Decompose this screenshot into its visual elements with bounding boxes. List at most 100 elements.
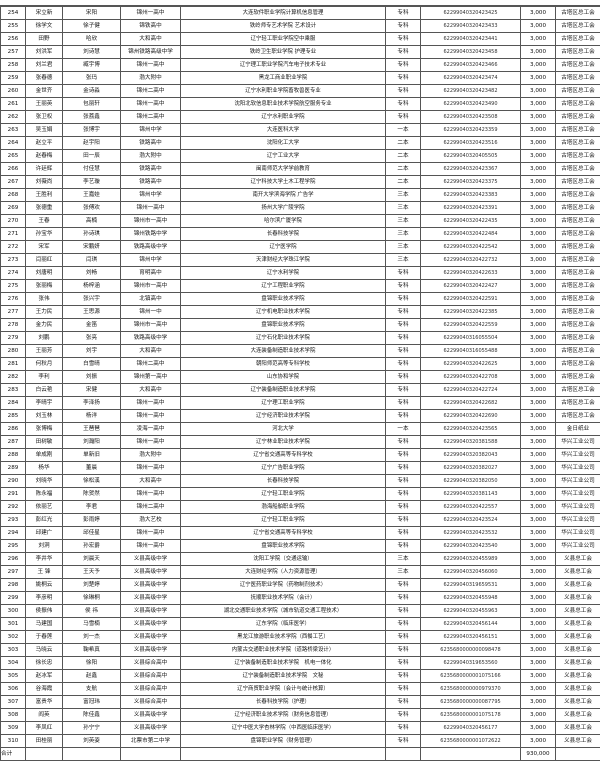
table-row: 289 杨华 董晨 锦州一高中 辽宁广告职业学院 专科 62299040320382027 3… [0,461,600,475]
cell-university-major: 大连财经学院（人力资源管理） [180,565,386,579]
cell-name: 张卫权 [25,110,63,124]
cell-account: 62299040320423458 [420,45,521,59]
cell-high-school: 义县高级中学 [120,708,181,722]
table-row: 294 邱建广 邱佳星 锦州一高中 辽宁省交通高等专科学校 专科 6229904032042… [0,526,600,540]
cell-level: 三本 [385,552,421,566]
cell-parent: 刘英姿 [62,734,121,748]
cell-name: 赵春梅 [25,149,63,163]
cell-name: 刘薇尚 [25,175,63,189]
cell-name: 刘晓华 [25,474,63,488]
cell-account: 62299040320423391 [420,201,521,215]
cell-high-school: 义县高级中学 [120,578,181,592]
cell-high-school: 大和高中 [120,383,181,397]
cell-parent: 刘一杰 [62,630,121,644]
cell-high-school: 义县综合高中 [120,669,181,683]
cell-parent: 孙宏爵 [62,539,121,553]
cell-high-school: 义县综合高中 [120,682,181,696]
cell-name: 刘洪军 [25,45,63,59]
cell-name: 孙宝华 [25,227,63,241]
cell-university-major: 沈阳工学院（交通运输） [180,552,386,566]
cell-union: 古塔区总工会 [555,344,600,358]
cell-no: 265 [0,149,26,163]
cell-no: 304 [0,656,26,670]
cell-amount: 3,000 [520,19,556,33]
cell-level: 专科 [385,487,421,501]
cell-high-school: 锦州市一高中 [120,279,181,293]
cell-no: 301 [0,617,26,631]
cell-amount: 3,000 [520,448,556,462]
cell-university-major: 大连医科大学 [180,123,386,137]
table-row: 301 马建国 马雪楠 义县高级中学 辽东学院（临床医学） 专科 6229904032045… [0,617,600,631]
cell-no: 268 [0,188,26,202]
cell-level: 专科 [385,734,421,748]
cell-no: 254 [0,6,26,20]
cell-university-major: 辽宁中医大学杏林学院（中西医临床医学） [180,721,386,735]
cell-account: 62299040320422625 [420,357,521,371]
cell-level: 三本 [385,227,421,241]
table-row: 254 宋立新 宋阳 锦州一高中 大连软件职业学院计算机信息管理 专科 6229904032… [0,6,600,20]
cell-account: 62299040320423359 [420,123,521,137]
cell-level: 专科 [385,292,421,306]
cell-union: 义县总工会 [555,578,600,592]
cell-university-major: 辽宁工程职业学院 [180,279,386,293]
cell-account: 62299040320423516 [420,136,521,150]
cell-account: 62299040320423524 [420,513,521,527]
cell-high-school: 锦州铁路高级中学 [120,45,181,59]
cell-account: 62299040320423375 [420,175,521,189]
table-row: 260 金世齐 金诗淼 锦州二高中 辽宁水利职业学院畜牧兽医专业 专科 6229904032… [0,84,600,98]
cell-account: 62299040320422385 [420,305,521,319]
cell-parent: 田一辰 [62,149,121,163]
cell-union: 古塔区总工会 [555,110,600,124]
cell-account: 62299040320423482 [420,84,521,98]
cell-university-major: 辽宁轻工职业学院空中乘服 [180,32,386,46]
cell-parent: 宋健 [62,383,121,397]
cell-university-major: 黑龙工商业职业学院 [180,71,386,85]
cell-name: 金力民 [25,318,63,332]
cell-amount: 3,000 [520,84,556,98]
cell-university-major: 长春科技学院 [180,227,386,241]
table-row: 296 李井华 刘晨天 义县高级中学 沈阳工学院（交通运输） 三本 622990403204… [0,552,600,566]
cell-university-major: 辽宁医药职业学院（药物制剂技术） [180,578,386,592]
cell-level: 专科 [385,19,421,33]
cell-parent: 宋阳 [62,6,121,20]
cell-name: 王春 [25,214,63,228]
cell-account: 62299040320456144 [420,617,521,631]
cell-university-major: 辽宁经济职业技术学院（财务信息管理） [180,708,386,722]
cell-parent: 王嘉娃 [62,188,121,202]
cell-union: 义县总工会 [555,695,600,709]
cell-union: 义县总工会 [555,591,600,605]
cell-account: 62299040320382043 [420,448,521,462]
cell-no: 294 [0,526,26,540]
cell-account: 62299040320422591 [420,292,521,306]
cell-name: 杨华 [25,461,63,475]
cell-high-school: 铁路高级中学 [120,240,181,254]
cell-union: 义县总工会 [555,617,600,631]
cell-high-school: 育明高中 [120,266,181,280]
cell-high-school: 锦州中学 [120,253,181,267]
cell-no: 274 [0,266,26,280]
cell-level: 专科 [385,344,421,358]
cell-union: 义县总工会 [555,708,600,722]
cell-name: 张丽梅 [25,279,63,293]
empty-cell [120,747,181,761]
cell-university-major: 辽宁水利学院 [180,266,386,280]
cell-university-major: 辽宁林业职业技术学院 [180,435,386,449]
cell-account: 62299040320455963 [420,604,521,618]
cell-union: 古塔区总工会 [555,123,600,137]
cell-union: 古塔区总工会 [555,383,600,397]
table-row: 262 张卫权 张荔鑫 锦州二高中 辽宁水利职业学院 专科 6229904032042350… [0,110,600,124]
cell-parent: 孙宁宁 [62,721,121,735]
cell-university-major: 辽宁石化职业技术学院 [180,331,386,345]
cell-level: 专科 [385,45,421,59]
table-row: 300 侯振伟侯 祎义县高级中学 湖北交通职业技术学院（城市轨道交通工程技术） 专科 6… [0,604,600,618]
cell-account: 62299040320423474 [420,71,521,85]
table-row: 280 王丽芳 刘宇 大和高中 大连装备制造职业技术学院 专科 62299040316055… [0,344,600,358]
cell-level: 专科 [385,305,421,319]
cell-parent: 王琶琶 [62,422,121,436]
cell-amount: 3,000 [520,357,556,371]
cell-name: 赵冰军 [25,669,63,683]
cell-high-school: 铁路高中 [120,162,181,176]
cell-level: 专科 [385,266,421,280]
cell-level: 专科 [385,370,421,384]
table-row: 307 富贵华 富冠玮 义县综合高中 长春科技学院（护理） 专科 6235680000000… [0,695,600,709]
